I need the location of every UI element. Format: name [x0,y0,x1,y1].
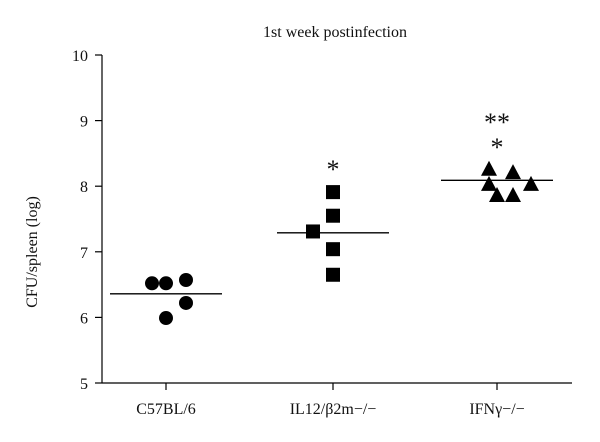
data-point-circle [179,295,193,310]
y-tick-label: 5 [80,376,88,393]
data-point-circle [159,276,173,291]
y-tick-label: 9 [80,114,88,131]
data-point-square [326,242,340,257]
y-tick-label: 10 [72,48,88,65]
data-point-square [326,208,340,223]
group-2: * [277,155,389,282]
data-point-square [326,185,340,200]
significance-annotation: ** [484,108,510,137]
data-groups: **** [110,108,553,326]
y-tick-label: 6 [80,310,88,327]
data-point-triangle [481,175,497,191]
data-point-square [326,267,340,282]
x-tick-label: IFNγ−/− [469,401,524,418]
data-point-circle [159,311,173,326]
data-point-triangle [523,175,539,191]
y-tick-label: 8 [80,179,88,196]
data-point-circle [179,273,193,288]
data-point-triangle [505,164,521,180]
y-ticks: 5 6 7 8 9 10 [72,48,102,393]
data-point-circle [145,276,159,291]
data-point-square [306,224,320,239]
chart-title: 1st week postinfection [263,24,407,41]
data-point-triangle [481,160,497,176]
x-tick-label: C57BL/6 [136,401,196,418]
y-axis-label: CFU/spleen (log) [24,196,41,308]
data-point-triangle [489,187,505,203]
group-1 [110,273,222,326]
x-ticks: C57BL/6 IL12/β2m−/− IFNγ−/− [136,383,525,418]
x-tick-label: IL12/β2m−/− [290,401,377,418]
data-point-triangle [505,187,521,203]
group-3: *** [441,108,553,203]
significance-annotation: * [327,155,340,184]
y-tick-label: 7 [80,245,88,262]
significance-annotation: * [491,133,504,162]
